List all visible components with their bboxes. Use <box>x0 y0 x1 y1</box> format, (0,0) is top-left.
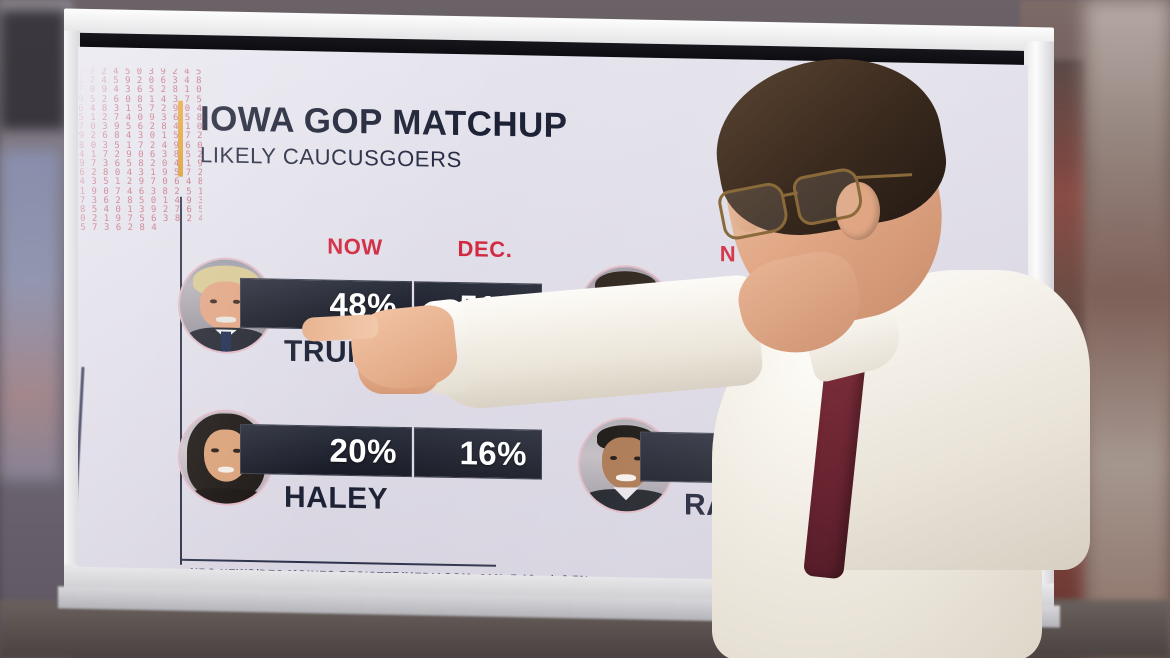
column-header-dec: DEC. <box>457 236 513 263</box>
candidate-row-haley[interactable]: 20% 16% HALEY <box>178 408 558 566</box>
title-accent-bar <box>178 100 183 177</box>
studio-left-lit-panel <box>0 150 60 480</box>
studio-foreground-blur <box>1085 0 1170 658</box>
column-header-now: NOW <box>327 233 383 260</box>
page-subtitle: LIKELY CAUCUSGOERS <box>200 142 462 173</box>
presenter-pointing-finger <box>301 314 379 342</box>
presenter <box>301 41 1100 658</box>
bar-haley-dec: 16% <box>414 427 542 480</box>
studio-left-dark-panel <box>0 10 66 130</box>
presenter-ear <box>836 182 880 240</box>
page-title: IOWA GOP MATCHUP <box>200 99 568 146</box>
candidate-name-haley: HALEY <box>284 480 389 516</box>
bar-value-haley-now: 20% <box>329 431 397 470</box>
bar-haley-now: 20% <box>240 423 412 478</box>
bar-value-haley-dec: 16% <box>459 434 527 473</box>
title-block: IOWA GOP MATCHUP LIKELY CAUCUSGOERS <box>200 99 567 176</box>
